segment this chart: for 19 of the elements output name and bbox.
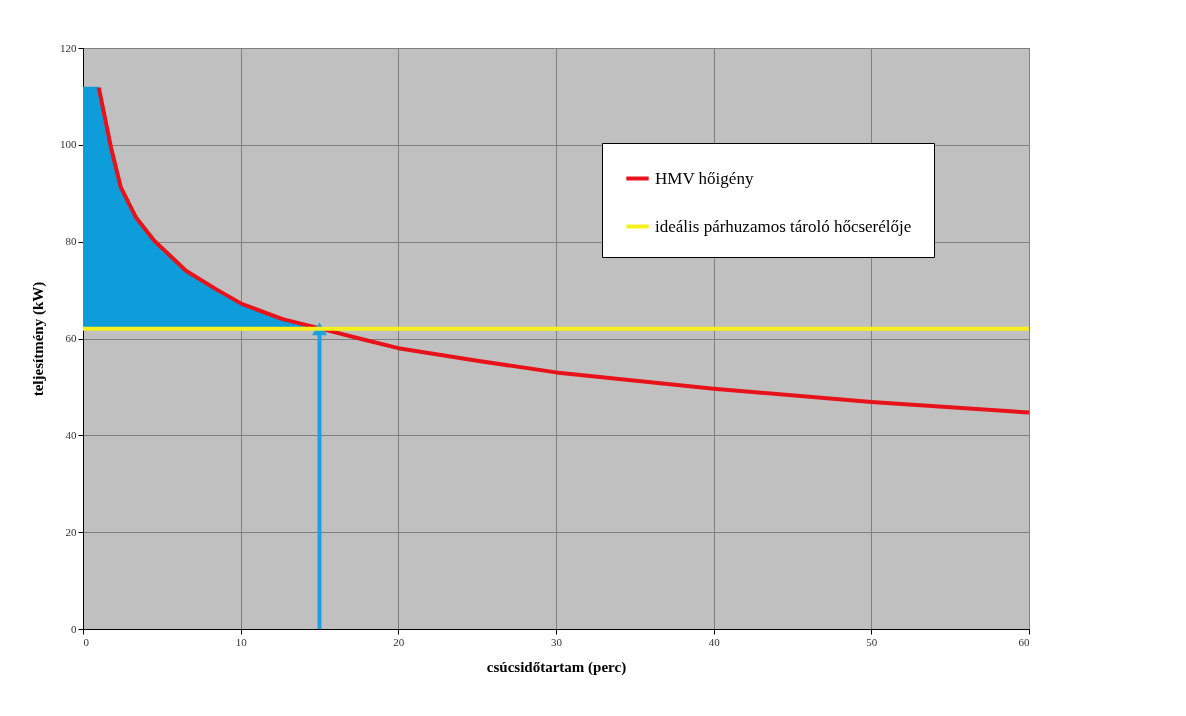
y-tick-label: 100	[60, 138, 77, 151]
y-axis-title: teljesítmény (kW)	[30, 281, 47, 397]
x-tick-label: 40	[708, 635, 721, 648]
x-tick-label: 30	[551, 635, 563, 648]
legend-label: HMV hőigény	[655, 168, 754, 188]
y-tick-label: 20	[65, 525, 77, 538]
x-axis-title: csúcsidőtartam (perc)	[486, 658, 627, 676]
x-tick-label: 10	[235, 635, 248, 648]
x-tick-label: 60	[1018, 635, 1030, 648]
y-tick-label: 80	[65, 235, 77, 248]
x-tick-label: 20	[393, 635, 405, 648]
y-tick-label: 60	[65, 332, 77, 344]
y-tick-label: 120	[60, 41, 77, 54]
y-tick-label: 0	[71, 622, 77, 635]
x-tick-label: 0	[83, 635, 90, 648]
legend-label: ideális párhuzamos tároló hőcserélője	[655, 216, 912, 236]
line-series	[96, 85, 1031, 415]
x-tick-label: 50	[866, 635, 878, 648]
y-tick-label: 40	[65, 428, 77, 441]
